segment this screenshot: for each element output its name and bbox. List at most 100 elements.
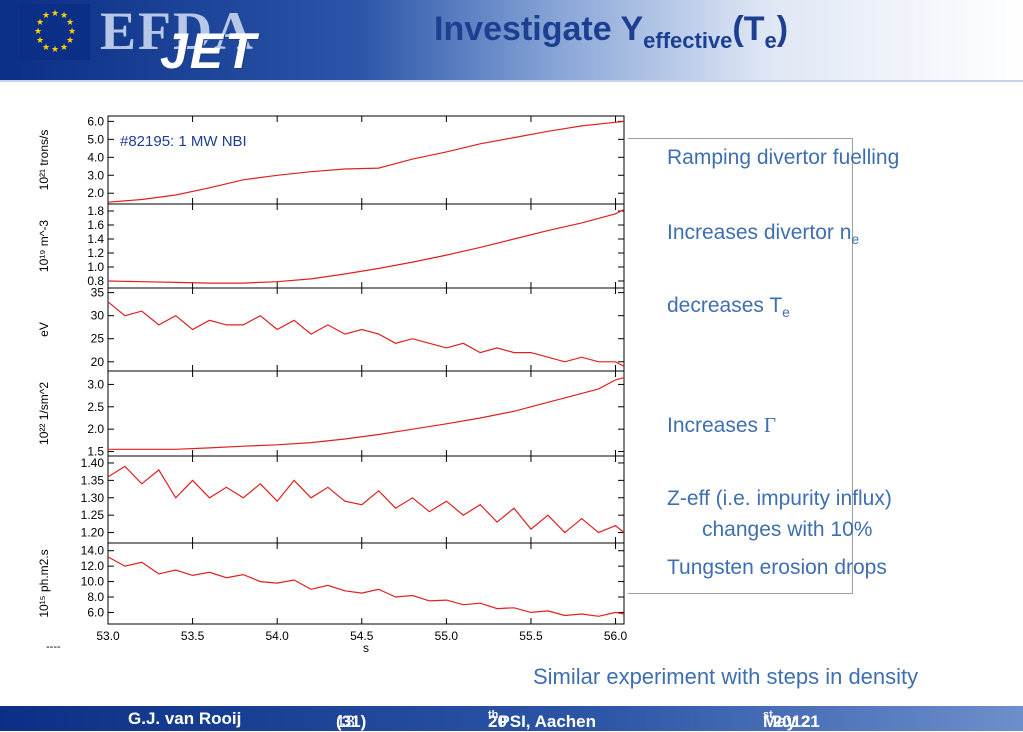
footer-conf-sup: th: [488, 709, 499, 721]
shot-label: #82195: 1 MW NBI: [120, 133, 247, 150]
x-tick-label: 54.5: [350, 629, 374, 643]
panel-frame: [107, 455, 625, 544]
y-tick-label: 25: [91, 332, 105, 346]
note-zeff-line2: changes with 10%: [702, 518, 873, 541]
y-axis-label: 10¹⁵ ph.m2.s: [37, 549, 51, 617]
y-axis-label: eV: [37, 322, 51, 337]
y-tick-label: 1.40: [81, 456, 105, 470]
note-temperature-sub: e: [782, 304, 790, 321]
data-series-line: [107, 301, 625, 367]
svg-text:★: ★: [34, 27, 42, 37]
y-tick-label: 1.20: [81, 526, 105, 540]
footer-conf-post: PSI, Aachen: [498, 712, 597, 731]
panel-frame: [107, 370, 625, 457]
note-temperature-text: decreases T: [667, 294, 783, 317]
y-tick-label: 2.0: [87, 422, 104, 436]
note-temperature: decreases Te: [667, 294, 790, 320]
footer-date-sup: st: [763, 709, 773, 721]
x-tick-label: 55.0: [435, 629, 459, 643]
y-tick-label: 12.0: [81, 559, 105, 573]
y-tick-label: 5.0: [87, 132, 104, 146]
note-fuelling: Ramping divertor fuelling: [667, 146, 900, 169]
svg-text:★: ★: [66, 18, 74, 28]
y-tick-label: 35: [91, 286, 105, 300]
slide-title: Investigate Yeffective(Te): [434, 10, 788, 54]
gamma-symbol: Γ: [763, 413, 777, 437]
note-density-text: Increases divertor n: [667, 221, 852, 244]
title-paren-close: ): [776, 10, 789, 48]
data-series-line: [107, 465, 625, 534]
data-series-line: [107, 556, 625, 617]
x-tick-label: 53.5: [181, 629, 205, 643]
note-zeff: Z-eff (i.e. impurity influx): [667, 487, 892, 510]
y-tick-label: 1.6: [87, 218, 104, 232]
time-trace-figure: 6.0 5.0 4.0 3.0 2.0 10²¹ trons/s 1.8 1.6 1.4 1.2 1…: [20, 110, 632, 655]
x-tick-label: 55.5: [519, 629, 543, 643]
note-flux: Increases Γ: [667, 413, 776, 438]
y-tick-label: 1.0: [87, 260, 104, 274]
panel-frame: [107, 115, 625, 205]
note-density: Increases divertor ne: [667, 221, 859, 247]
y-tick-label: 20: [91, 355, 105, 369]
svg-text:★: ★: [36, 18, 44, 28]
y-axis-label: 10²² 1/sm^2: [37, 382, 51, 445]
y-tick-label: 1.8: [87, 204, 104, 218]
note-tungsten: Tungsten erosion drops: [667, 556, 887, 579]
y-tick-label: 30: [91, 309, 105, 323]
svg-text:★: ★: [68, 27, 76, 37]
y-tick-label: 3.0: [87, 168, 104, 182]
y-tick-label: 4.0: [87, 150, 104, 164]
y-tick-label: 10.0: [81, 575, 105, 589]
y-tick-label: 1.35: [81, 473, 105, 487]
svg-text:★: ★: [66, 36, 74, 46]
y-tick-label: 1.5: [87, 445, 104, 459]
y-axis-label: 10¹⁹ m^-3: [37, 220, 51, 272]
footer-conf-pre: 20: [488, 712, 507, 731]
efda-logo: EFDA: [100, 1, 255, 61]
svg-text:★: ★: [51, 45, 59, 55]
panel-frame: [107, 203, 625, 289]
data-series-line: [108, 377, 625, 450]
panel-frame: [107, 542, 625, 625]
footer-date-pre: May 21: [763, 712, 820, 731]
svg-text:★: ★: [42, 11, 50, 21]
y-tick-label: 1.30: [81, 491, 105, 505]
title-main: Investigate Y: [434, 10, 644, 48]
footer-page-num: 13: [336, 712, 355, 731]
x-axis-label: s: [363, 641, 369, 655]
svg-text:★: ★: [60, 11, 68, 21]
data-series-line: [107, 120, 625, 203]
annotation-bracket: [628, 138, 853, 594]
note-similar-experiment: Similar experiment with steps in density: [533, 664, 919, 689]
y-tick-label: 3.0: [87, 377, 104, 391]
title-paren-sub: e: [764, 28, 777, 53]
header-banner: ★ ★ ★ ★ ★ ★ ★ ★ ★ ★ ★ ★ EFDA JET Investigate Yef…: [0, 0, 1023, 80]
footer-page-total: (31): [336, 712, 367, 731]
svg-text:★: ★: [60, 43, 68, 53]
x-tick-label: 54.0: [266, 629, 290, 643]
y-tick-label: 1.2: [87, 246, 104, 260]
x-tick-label: 53.0: [96, 629, 120, 643]
y-tick-label: 6.0: [87, 114, 104, 128]
y-tick-label: 0.8: [87, 274, 104, 288]
note-flux-text: Increases: [667, 414, 764, 437]
data-series-line: [107, 209, 625, 284]
jet-logo: JET: [160, 23, 258, 79]
y-tick-label: 8.0: [87, 590, 104, 604]
y-axis-label: 10²¹ trons/s: [37, 130, 51, 191]
panel-frame: [107, 287, 625, 372]
header-divider: [0, 80, 1023, 82]
y-tick-label: 1.4: [87, 232, 104, 246]
y-tick-label: 6.0: [87, 605, 104, 619]
y-tick-label: 14.0: [81, 544, 105, 558]
note-density-sub: e: [851, 231, 860, 248]
y-tick-label: 2.0: [87, 186, 104, 200]
y-tick-label: 1.25: [81, 508, 105, 522]
eu-flag-icon: ★ ★ ★ ★ ★ ★ ★ ★ ★ ★ ★ ★: [20, 4, 90, 60]
footer-author: G.J. van Rooij: [128, 709, 242, 728]
x-tick-label: 56.0: [604, 629, 628, 643]
